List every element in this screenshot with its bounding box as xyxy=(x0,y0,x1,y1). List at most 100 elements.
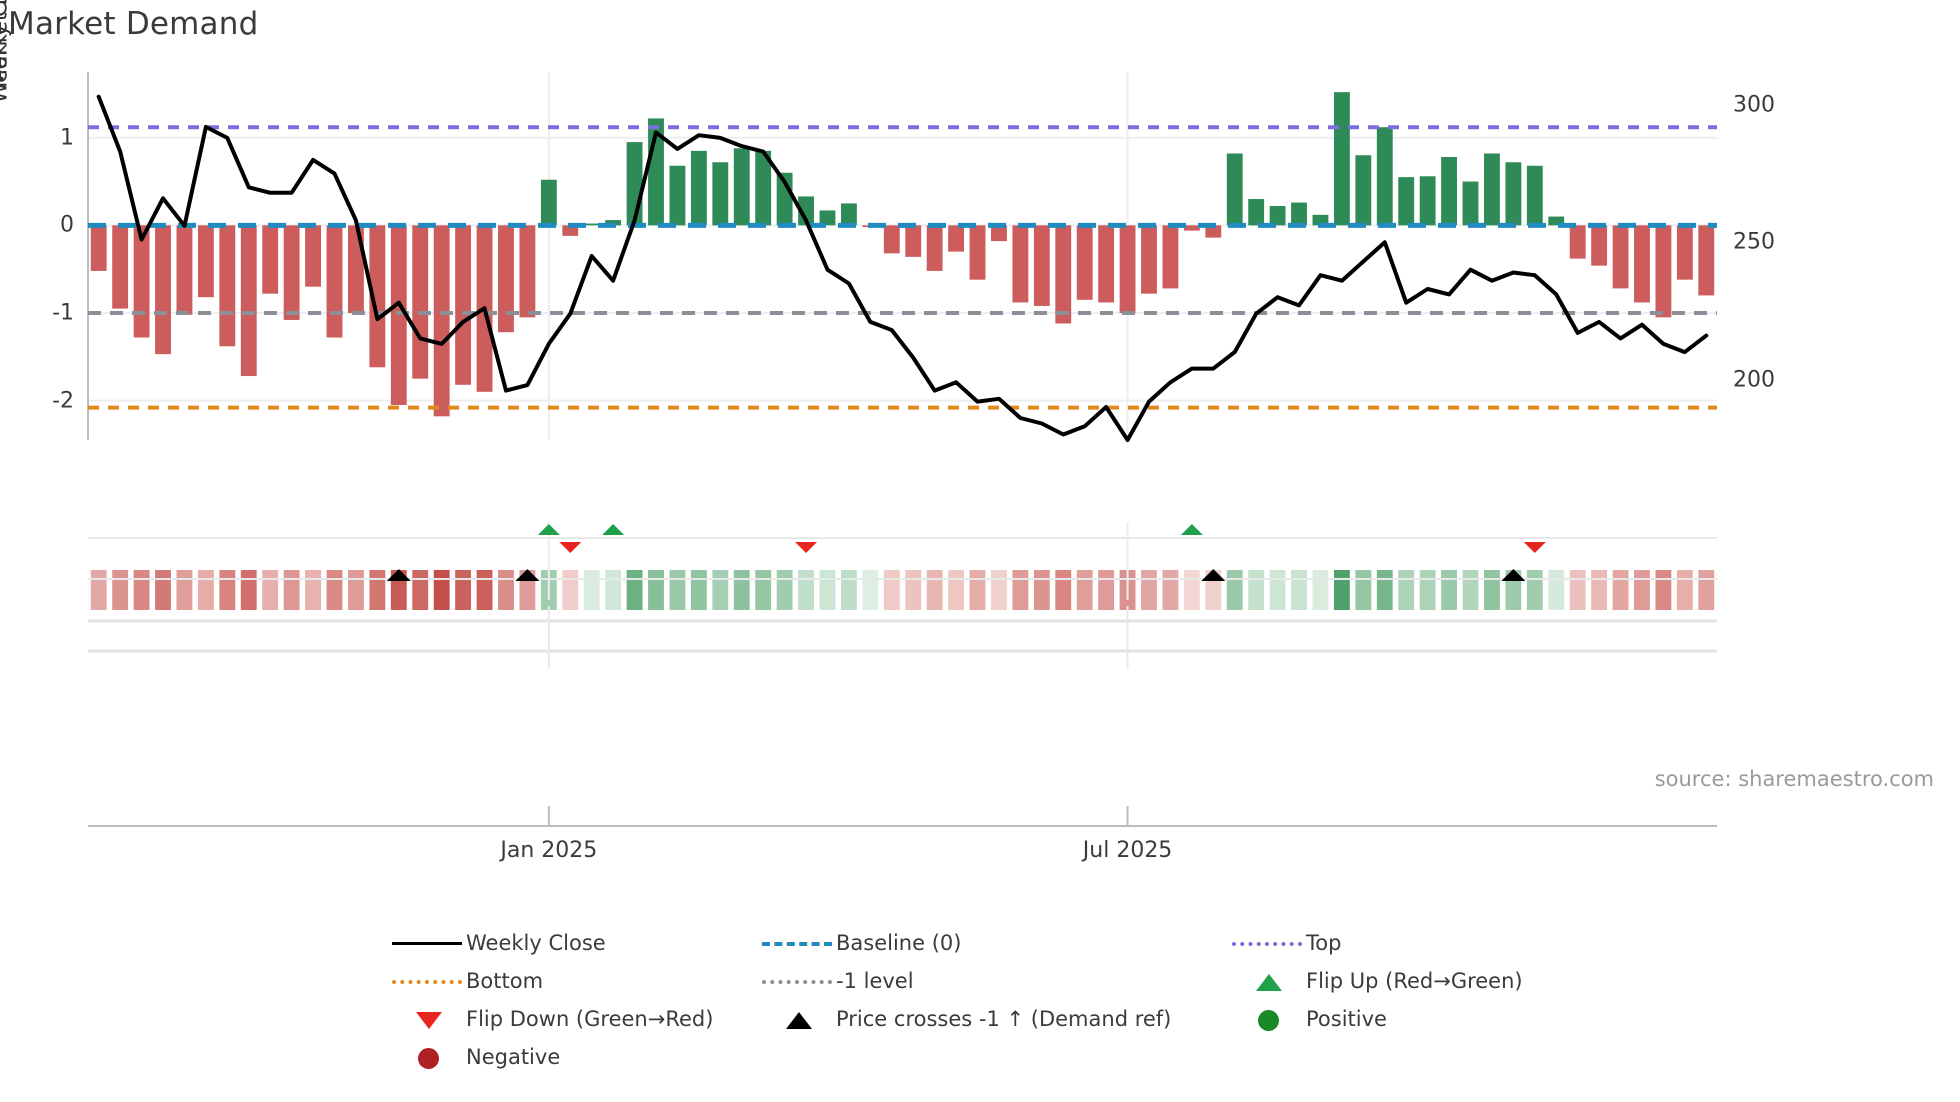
heatmap-cell xyxy=(862,570,879,610)
demand-bar-negative xyxy=(219,225,236,347)
heatmap-cell xyxy=(690,570,707,610)
legend-item[interactable]: Positive xyxy=(1228,1004,1588,1034)
demand-bar-negative xyxy=(498,225,514,333)
legend-item[interactable]: Flip Up (Red→Green) xyxy=(1228,966,1588,996)
demand-bar-positive xyxy=(1398,177,1415,226)
marker-flip-down xyxy=(1523,542,1546,553)
demand-bar-negative xyxy=(283,225,300,320)
demand-bar-negative xyxy=(1033,225,1050,306)
legend-label: -1 level xyxy=(836,969,914,993)
demand-bar-negative xyxy=(133,225,150,338)
heatmap-cell xyxy=(1655,570,1672,610)
demand-bar-positive xyxy=(840,203,857,226)
demand-bar-negative xyxy=(991,225,1007,242)
heatmap-cell xyxy=(1226,570,1243,610)
heatmap-cell xyxy=(1355,570,1372,610)
y-axis-right-label-text: Weekly Close Price xyxy=(0,0,13,104)
demand-bar-positive xyxy=(1226,153,1243,226)
marker-price-cross-up xyxy=(386,569,411,581)
heatmap-cell xyxy=(112,570,129,610)
triangle-up-icon xyxy=(758,1007,836,1031)
heatmap-cell xyxy=(1484,570,1500,610)
demand-bar-positive xyxy=(1505,162,1522,226)
heatmap-cell xyxy=(948,570,965,610)
circle-icon xyxy=(388,1045,466,1069)
heatmap-cell xyxy=(819,570,836,610)
y-tick-left: 0 xyxy=(60,212,74,238)
heatmap-cell xyxy=(883,570,900,610)
chart-legend: Weekly Close Baseline (0) Top Bottom -1 leve… xyxy=(388,928,1588,1072)
heatmap-cell xyxy=(326,570,343,610)
demand-bar-negative xyxy=(176,225,193,315)
y-tick-right: 250 xyxy=(1733,229,1775,255)
legend-item[interactable]: Flip Down (Green→Red) xyxy=(388,1004,758,1034)
demand-bar-negative xyxy=(262,225,279,294)
page-title: Market Demand xyxy=(8,6,259,42)
demand-bar-negative xyxy=(969,225,986,280)
legend-item[interactable]: Weekly Close xyxy=(388,928,758,958)
demand-bar-negative xyxy=(883,225,900,254)
demand-bar-positive xyxy=(1291,202,1307,226)
legend-item[interactable]: Bottom xyxy=(388,966,758,996)
demand-bar-positive xyxy=(1333,92,1350,226)
heatmap-cell xyxy=(1183,570,1200,610)
triangle-up-icon xyxy=(1228,969,1306,993)
source-credit: source: sharemaestro.com xyxy=(1654,767,1934,791)
weekly-close-line xyxy=(96,94,1709,442)
demand-bar-positive xyxy=(1462,181,1479,226)
legend-item[interactable]: Price crosses -1 ↑ (Demand ref) xyxy=(758,1004,1228,1034)
legend-label: Baseline (0) xyxy=(836,931,962,955)
marker-price-cross-up xyxy=(1201,569,1226,581)
heatmap-cell xyxy=(1098,570,1115,610)
demand-bar-positive xyxy=(712,162,729,226)
legend-item[interactable]: Negative xyxy=(388,1042,758,1072)
heatmap-cell xyxy=(712,570,729,610)
demand-bar-negative xyxy=(1634,225,1650,303)
heatmap-cell xyxy=(133,570,150,610)
demand-bar-negative xyxy=(1055,225,1072,324)
legend-symbol xyxy=(392,942,462,945)
demand-bar-negative xyxy=(562,225,579,236)
legend-symbol xyxy=(418,1048,439,1069)
demand-bar-positive xyxy=(819,210,836,226)
demand-bar-negative xyxy=(1591,225,1608,266)
demand-bar-negative xyxy=(197,225,214,298)
heatmap-cell xyxy=(798,570,814,610)
legend-item[interactable]: Top xyxy=(1228,928,1588,958)
heatmap-cell xyxy=(1248,570,1265,610)
demand-bar-negative xyxy=(1569,225,1586,259)
y-tick-left: 1 xyxy=(60,125,74,151)
legend-label: Flip Down (Green→Red) xyxy=(466,1007,714,1031)
demand-bar-negative xyxy=(90,225,107,271)
heatmap-cell xyxy=(1441,570,1458,610)
demand-bar-negative xyxy=(948,225,965,252)
heatmap-cell xyxy=(369,570,386,610)
demand-bar-positive xyxy=(605,220,622,226)
heatmap-cell xyxy=(219,570,236,610)
demand-bar-negative xyxy=(1162,225,1179,289)
marker-flip-down xyxy=(795,542,818,553)
legend-label: Top xyxy=(1306,931,1342,955)
heatmap-cell xyxy=(262,570,279,610)
heatmap-cell xyxy=(669,570,686,610)
demand-bar-positive xyxy=(1248,199,1265,226)
demand-bar-negative xyxy=(305,225,321,287)
legend-label: Weekly Close xyxy=(466,931,606,955)
heatmap-cell xyxy=(1141,570,1157,610)
demand-bar-positive xyxy=(798,196,814,226)
heatmap-cell xyxy=(905,570,922,610)
demand-bar-negative xyxy=(1612,225,1629,289)
marker-flip-up xyxy=(602,524,625,535)
legend-symbol xyxy=(1258,1010,1279,1031)
legend-item[interactable]: Baseline (0) xyxy=(758,928,1228,958)
heatmap-cell xyxy=(1055,570,1072,610)
demand-bar-positive xyxy=(690,150,707,226)
heatmap-cell xyxy=(455,570,472,610)
legend-symbol xyxy=(762,980,832,984)
heatmap-cell xyxy=(197,570,214,610)
heatmap-cell xyxy=(1676,570,1693,610)
legend-item[interactable]: -1 level xyxy=(758,966,1228,996)
demand-bar-positive xyxy=(1376,127,1393,226)
demand-bar-positive xyxy=(1484,153,1500,226)
line-dashed-icon xyxy=(758,931,836,955)
